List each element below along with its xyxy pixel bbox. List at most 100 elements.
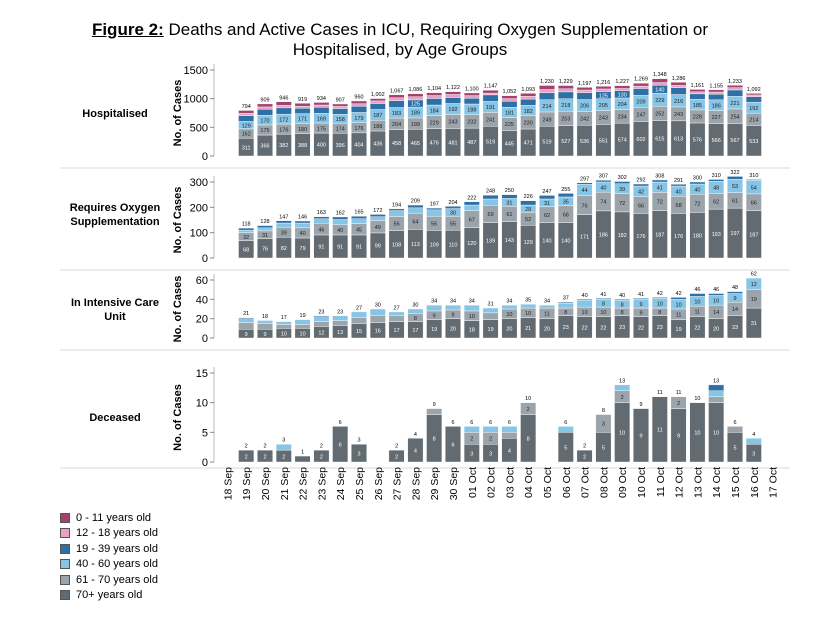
segment-label: 8 (621, 310, 624, 316)
segment-label: 82 (281, 246, 287, 252)
segment-label: 241 (486, 118, 495, 124)
segment-label: 182 (618, 233, 627, 239)
y-tick-label: 500 (190, 122, 208, 134)
x-tick-label: 09 Oct (617, 467, 629, 498)
legend-item: 12 - 18 years old (60, 526, 158, 542)
x-tick-label: 16 Oct (749, 467, 761, 498)
bar-total-label: 42 (676, 291, 682, 297)
bar-segment (275, 321, 292, 325)
segment-label: 243 (599, 116, 608, 122)
panel-0: Hospitalised No. of Cases 0 500 1000 1500 311 1… (60, 64, 790, 169)
segment-label: 602 (636, 137, 645, 143)
y-tick-label: 200 (190, 202, 208, 214)
bar-segment (463, 201, 480, 206)
segment-label: 533 (749, 139, 758, 145)
segment-label: 19 (751, 297, 757, 303)
bar-total-label: 30 (412, 303, 418, 309)
row-label: Deceased (89, 412, 140, 424)
segment-label: 3 (602, 422, 605, 428)
bar-segment (501, 432, 518, 439)
segment-label: 388 (298, 143, 307, 149)
segment-label: 8 (602, 301, 605, 307)
segment-label: 23 (563, 325, 569, 331)
segment-label: 3 (357, 451, 360, 457)
bar-segment (313, 316, 330, 322)
bar-total-label: 41 (600, 292, 606, 298)
bar-segment (257, 106, 273, 110)
bar-segment (727, 426, 743, 433)
segment-label: 10 (713, 299, 719, 305)
bar-segment (651, 82, 668, 86)
bar-total-label: 255 (561, 187, 570, 193)
x-tick-label: 19 Sep (241, 467, 253, 500)
segment-label: 9 (733, 296, 736, 302)
segment-label: 11 (544, 312, 550, 318)
segment-label: 162 (242, 132, 251, 138)
segment-label: 12 (751, 282, 757, 288)
bar-total-label: 2 (245, 444, 248, 450)
bar-total-label: 292 (636, 178, 645, 184)
bar-segment (294, 105, 311, 109)
bar-segment (238, 227, 255, 231)
chart-title: Figure 2: Deaths and Active Cases in ICU… (70, 20, 730, 60)
bar-total-label: 3 (282, 438, 285, 444)
segment-label: 536 (580, 139, 589, 145)
bar-total-label: 23 (318, 309, 324, 315)
segment-label: 176 (354, 126, 363, 132)
segment-label: 69 (488, 212, 494, 218)
segment-label: 39 (619, 187, 625, 193)
bar-segment (520, 402, 537, 415)
segment-label: 13 (337, 330, 343, 336)
bar-total-label: 1,104 (427, 86, 441, 92)
bar-segment (332, 219, 349, 226)
bar-segment (445, 206, 461, 209)
bar-total-label: 48 (732, 285, 738, 291)
x-tick-label: 25 Sep (354, 467, 366, 500)
x-tick-label: 05 Oct (542, 467, 554, 498)
bar-total-label: 2 (263, 444, 266, 450)
bar-total-label: 6 (339, 420, 342, 426)
x-tick-label: 20 Sep (260, 467, 272, 500)
bar-total-label: 18 (262, 314, 268, 320)
legend-swatch (60, 559, 70, 570)
y-tick-label: 0 (202, 151, 208, 163)
bar-total-label: 934 (317, 96, 326, 102)
segment-label: 139 (486, 239, 495, 245)
segment-label: 214 (542, 104, 551, 110)
segment-label: 23 (732, 325, 738, 331)
segment-label: 20 (450, 327, 456, 333)
bar-segment (275, 220, 292, 224)
legend-label: 61 - 70 years old (76, 573, 158, 586)
bar-segment (294, 455, 311, 463)
segment-label: 228 (693, 115, 702, 121)
segment-label: 185 (693, 103, 702, 109)
bar-segment (445, 304, 461, 311)
bar-total-label: 3 (357, 438, 360, 444)
segment-label: 4 (414, 448, 417, 454)
segment-label: 396 (336, 143, 345, 149)
bar-total-label: 35 (525, 298, 531, 304)
segment-label: 22 (582, 326, 588, 332)
bar-total-label: 6 (451, 420, 454, 426)
segment-label: 189 (411, 111, 420, 117)
segment-label: 216 (674, 99, 683, 105)
y-tick-label: 0 (202, 253, 208, 265)
segment-label: 110 (449, 242, 458, 248)
segment-label: 66 (638, 203, 644, 209)
bar-total-label: 165 (354, 210, 363, 216)
bar-segment (463, 95, 480, 99)
bar-segment (708, 89, 725, 93)
bar-segment (313, 104, 330, 108)
segment-label: 214 (749, 118, 758, 124)
segment-label: 31 (544, 201, 550, 207)
legend-label: 0 - 11 years old (76, 511, 152, 524)
segment-label: 188 (373, 124, 382, 130)
bar-total-label: 11 (676, 390, 682, 396)
segment-label: 22 (694, 326, 700, 332)
segment-label: 191 (486, 105, 495, 111)
bar-total-label: 1,230 (540, 79, 554, 85)
segment-label: 120 (467, 241, 476, 247)
segment-label: 170 (260, 118, 269, 124)
bar-segment (633, 85, 649, 89)
segment-label: 49 (375, 225, 381, 231)
